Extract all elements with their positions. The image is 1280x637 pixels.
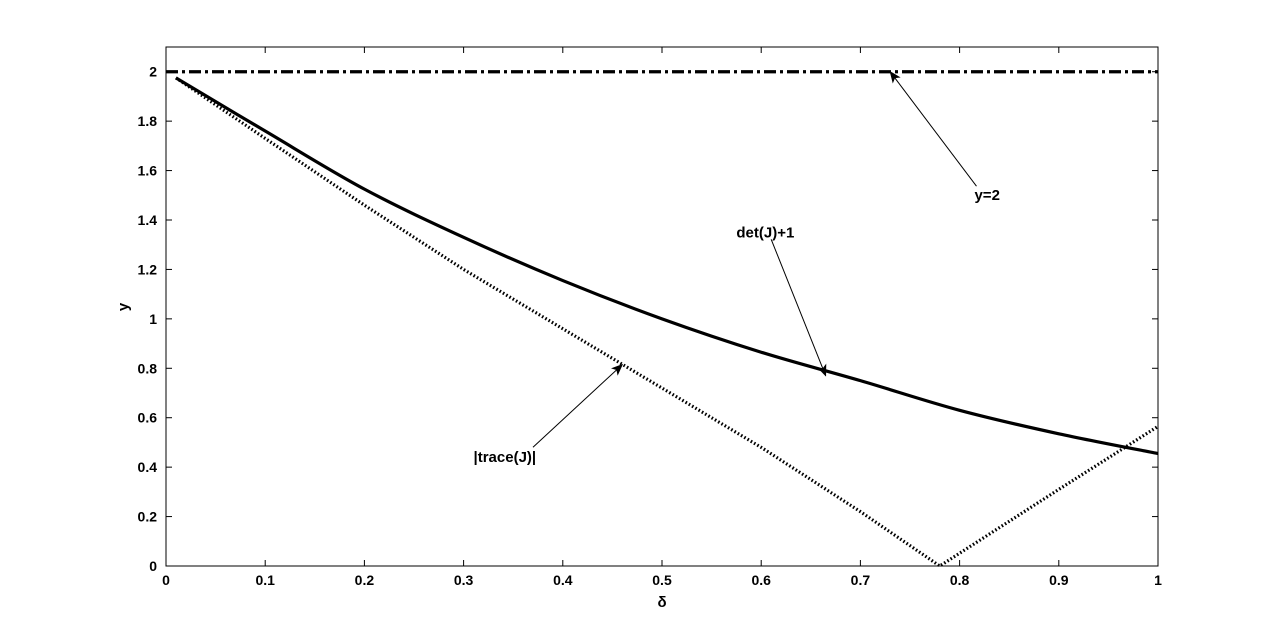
annotation-label: y=2 (974, 187, 999, 204)
annotation-label: |trace(J)| (474, 449, 537, 466)
x-tick-label: 0.6 (751, 572, 771, 588)
annotation-arrow (532, 363, 624, 448)
y-tick-label: 1 (149, 311, 157, 327)
x-tick-label: 0.4 (553, 572, 573, 588)
x-tick-label: 0 (162, 572, 170, 588)
x-tick-label: 0.5 (652, 572, 672, 588)
series-layer (166, 70, 1159, 568)
y-tick-label: 0.8 (138, 360, 158, 376)
x-axis-label: δ (657, 594, 666, 611)
y-axis-label: y (115, 302, 132, 311)
y-tick-label: 1.2 (138, 261, 158, 277)
y-tick-label: 2 (149, 64, 157, 80)
annotation-arrow (889, 70, 977, 187)
annotations-layer: y=2 det(J)+1 |trace(J)| (474, 70, 1000, 466)
y-tick-label: 0.6 (138, 410, 158, 426)
x-tick-label: 0.1 (255, 572, 275, 588)
axes-layer: 0 0.1 0.2 0.3 0.4 0.5 0.6 0.7 0.8 0.9 1 0 0.2 0.4 0.6 0… (138, 47, 1162, 588)
series-line-dotted (175, 76, 1159, 568)
series-line-solid (175, 76, 1159, 456)
plot-area (165, 46, 1159, 567)
y-tick-label: 1.8 (138, 113, 158, 129)
x-tick-label: 0.3 (454, 572, 474, 588)
y-tick-label: 0.4 (138, 459, 158, 475)
annotation-label: det(J)+1 (736, 224, 794, 241)
y-tick-label: 0.2 (138, 509, 158, 525)
x-tick-label: 0.8 (950, 572, 970, 588)
x-tick-label: 0.9 (1049, 572, 1069, 588)
x-tick-label: 1 (1154, 572, 1162, 588)
annotation-arrow (770, 239, 827, 377)
x-tick-label: 0.7 (851, 572, 871, 588)
y-tick-label: 1.6 (138, 163, 158, 179)
y-tick-label: 1.4 (138, 212, 158, 228)
y-tick-label: 0 (149, 558, 157, 574)
x-tick-label: 0.2 (355, 572, 375, 588)
